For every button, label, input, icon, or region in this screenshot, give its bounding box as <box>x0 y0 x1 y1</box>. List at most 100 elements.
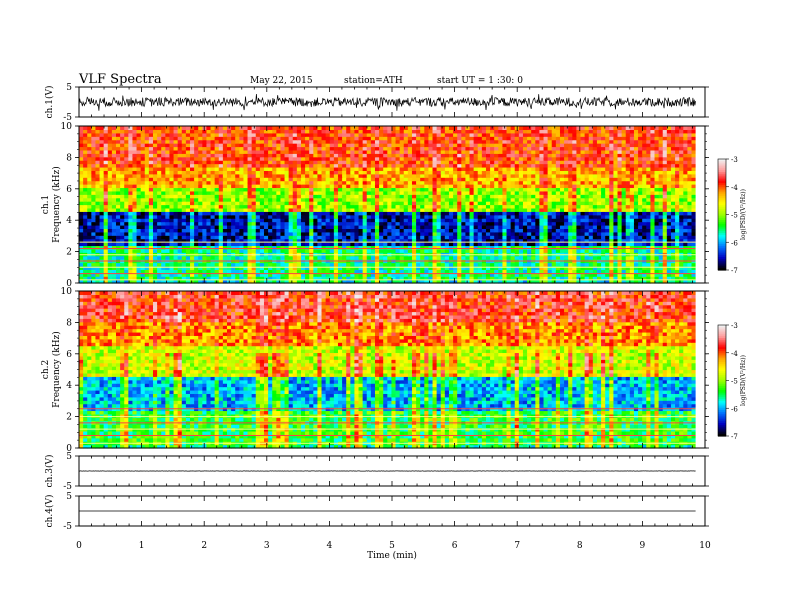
spectrogram-cell <box>461 231 467 236</box>
spectrogram-cell <box>173 242 179 247</box>
spectrogram-cell <box>128 279 134 284</box>
spectrogram-cell <box>263 269 269 274</box>
spectrogram-cell <box>255 265 261 270</box>
spectrogram-cell <box>124 235 129 240</box>
spectrogram-cell <box>502 204 508 209</box>
spectrogram-cell <box>107 262 113 267</box>
spectrogram-cell <box>588 235 594 240</box>
spectrogram-cell <box>411 224 417 229</box>
spectrogram-cell <box>481 262 487 267</box>
spectrogram-cell <box>514 265 520 270</box>
spectrogram-cell <box>259 276 265 281</box>
spectrogram-cell <box>572 218 577 223</box>
spectrogram-cell <box>276 170 282 175</box>
spectrogram-cell <box>136 180 142 185</box>
spectrogram-cell <box>633 262 639 267</box>
spectrogram-cell <box>198 235 203 240</box>
spectrogram-cell <box>670 272 676 277</box>
spectrogram-cell <box>239 265 245 270</box>
spectrogram-cell <box>687 221 693 226</box>
spectrogram-cell <box>157 190 162 195</box>
spectrogram-cell <box>185 218 191 223</box>
spectrogram-cell <box>609 255 614 260</box>
spectrogram-cell <box>350 187 356 192</box>
spectrogram-cell <box>498 269 503 274</box>
spectrogram-cell <box>588 269 594 274</box>
spectrogram-cell <box>329 272 335 277</box>
spectrogram-cell <box>354 231 360 236</box>
spectrogram-cell <box>506 262 512 267</box>
spectrogram-cell <box>202 177 208 182</box>
spectrogram-cell <box>687 184 693 189</box>
spectrogram-cell <box>461 224 467 229</box>
spectrogram-cell <box>144 187 150 192</box>
spectrogram-cell <box>527 218 532 223</box>
spectrogram-cell <box>198 272 203 277</box>
spectrogram-cell <box>403 180 409 185</box>
spectrogram-cell <box>539 197 545 202</box>
spectrogram-cell <box>276 190 282 195</box>
spectrogram-cell <box>350 197 356 202</box>
spectrogram-cell <box>218 190 224 195</box>
spectrogram-cell <box>255 201 261 206</box>
spectrogram-cell <box>572 231 577 236</box>
spectrogram-cell <box>555 265 561 270</box>
spectrogram-cell <box>638 194 643 199</box>
spectrogram-cell <box>383 170 388 175</box>
spectrogram-cell <box>313 242 319 247</box>
spectrogram-cell <box>629 238 635 243</box>
spectrogram-cell <box>305 224 310 229</box>
spectrogram-cell <box>679 207 684 212</box>
spectrogram-cell <box>465 228 471 233</box>
spectrogram-cell <box>494 180 499 185</box>
spectrogram-cell <box>226 214 232 219</box>
spectrogram-cell <box>407 207 413 212</box>
spectrogram-cell <box>202 279 208 284</box>
spectrogram-cell <box>461 207 467 212</box>
spectrogram-cell <box>650 235 656 240</box>
spectrogram-cell <box>354 276 360 281</box>
spectrogram-cell <box>79 211 84 216</box>
spectrogram-cell <box>144 279 150 284</box>
spectrogram-cell <box>91 245 97 250</box>
spectrogram-cell <box>165 235 171 240</box>
spectrogram-cell <box>650 245 656 250</box>
spectrogram-cell <box>222 173 228 178</box>
spectrogram-cell <box>239 204 245 209</box>
spectrogram-cell <box>638 269 643 274</box>
spectrogram-cell <box>292 190 298 195</box>
spectrogram-cell <box>268 218 273 223</box>
spectrogram-cell <box>91 221 97 226</box>
spectrogram-cell <box>362 177 368 182</box>
spectrogram-cell <box>506 272 512 277</box>
spectrogram-cell <box>613 235 619 240</box>
spectrogram-cell <box>235 265 240 270</box>
spectrogram-cell <box>510 235 516 240</box>
spectrogram-cell <box>621 201 627 206</box>
spectrogram-cell <box>580 224 586 229</box>
spectrogram-cell <box>547 214 553 219</box>
spectrogram-cell <box>321 224 327 229</box>
spectrogram-cell <box>473 265 479 270</box>
spectrogram-cell <box>362 262 368 267</box>
spectrogram-cell <box>206 170 212 175</box>
spectrogram-cell <box>691 269 697 274</box>
spectrogram-cell <box>268 187 273 192</box>
spectrogram-cell <box>444 218 450 223</box>
spectrogram-cell <box>239 228 245 233</box>
spectrogram-cell <box>189 218 195 223</box>
spectrogram-cell <box>99 245 105 250</box>
spectrogram-cell <box>518 207 524 212</box>
spectrogram-cell <box>358 238 364 243</box>
spectrogram-cell <box>601 224 606 229</box>
spectrogram-cell <box>629 201 635 206</box>
spectrogram-cell <box>535 265 540 270</box>
spectrogram-cell <box>547 177 553 182</box>
spectrogram-cell <box>420 218 425 223</box>
spectrogram-cell <box>235 231 240 236</box>
spectrogram-cell <box>675 207 680 212</box>
spectrogram-cell <box>555 211 561 216</box>
spectrogram-cell <box>173 214 179 219</box>
spectrogram-cell <box>198 184 203 189</box>
spectrogram-cell <box>214 265 220 270</box>
